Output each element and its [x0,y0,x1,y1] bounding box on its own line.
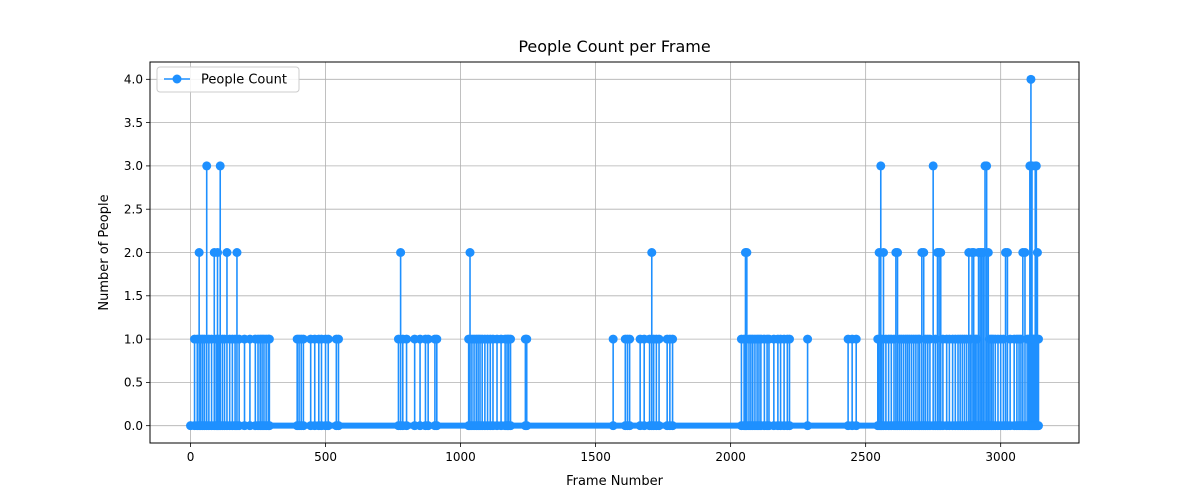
chart-title: People Count per Frame [518,37,710,56]
x-tick-label: 1000 [445,450,476,464]
y-tick-label: 1.0 [124,332,143,346]
data-point [1002,248,1012,257]
data-point [402,334,412,344]
data-point [851,421,861,431]
y-tick-label: 3.5 [124,116,143,130]
data-point [608,421,618,431]
data-point [334,421,344,431]
x-tick-label: 500 [314,450,337,464]
x-tick-label: 3000 [985,450,1016,464]
data-point [506,421,516,431]
data-point [202,161,212,171]
data-point [396,248,406,257]
y-tick-label: 2.0 [124,246,143,260]
data-point [222,248,232,257]
data-point [1020,248,1030,257]
data-point [625,334,635,344]
y-tick-label: 1.5 [124,289,143,303]
data-point [298,421,308,431]
x-tick-label: 0 [187,450,195,464]
y-tick-label: 4.0 [124,73,143,87]
data-point [803,334,813,344]
data-point [647,248,657,257]
y-tick-label: 0.5 [124,376,143,390]
y-tick-label: 2.5 [124,203,143,217]
data-point [654,334,664,344]
legend-marker-icon [172,74,182,84]
data-point [1031,161,1041,171]
data-point [232,248,242,257]
y-axis-title: Number of People [97,194,112,310]
data-point [668,334,678,344]
data-point [1026,74,1036,84]
data-point [323,334,333,344]
data-point [522,334,532,344]
data-point [668,421,678,431]
data-point [919,248,929,257]
data-point [608,334,618,344]
legend: People Count [156,66,300,93]
data-point [983,248,993,257]
data-series-people-count [186,74,1043,431]
data-point [878,248,888,257]
data-point [465,248,475,257]
data-point [625,421,635,431]
data-point [402,421,412,431]
legend-box [156,66,300,93]
data-point [784,334,794,344]
data-point [803,421,813,431]
data-point [264,334,274,344]
legend-label-people-count: People Count [201,73,287,88]
data-point [654,421,664,431]
data-point [432,334,442,344]
x-tick-label: 1500 [580,450,611,464]
data-point [1032,248,1042,257]
y-axis: 0.0 0.5 1.0 1.5 2.0 2.5 3.0 3.5 4.0 [124,73,150,433]
data-point [215,161,225,171]
data-point [334,334,344,344]
data-point [851,334,861,344]
data-point [982,161,992,171]
data-point [784,421,794,431]
x-tick-label: 2500 [850,450,881,464]
data-point [423,334,433,344]
data-point [1033,334,1043,344]
data-point [522,421,532,431]
data-point [423,421,433,431]
y-tick-label: 0.0 [124,419,143,433]
data-point [264,421,274,431]
data-point [876,161,886,171]
data-point [1033,421,1043,431]
data-point [432,421,442,431]
x-tick-label: 2000 [715,450,746,464]
data-point [298,334,308,344]
y-tick-label: 3.0 [124,159,143,173]
data-point [893,248,903,257]
data-point [936,248,946,257]
data-point [323,421,333,431]
x-axis-title: Frame Number [566,474,664,489]
data-point [928,161,938,171]
data-point [742,248,752,257]
x-axis: 0 500 1000 1500 2000 2500 3000 [187,443,1016,464]
data-point [194,248,204,257]
data-point [506,334,516,344]
